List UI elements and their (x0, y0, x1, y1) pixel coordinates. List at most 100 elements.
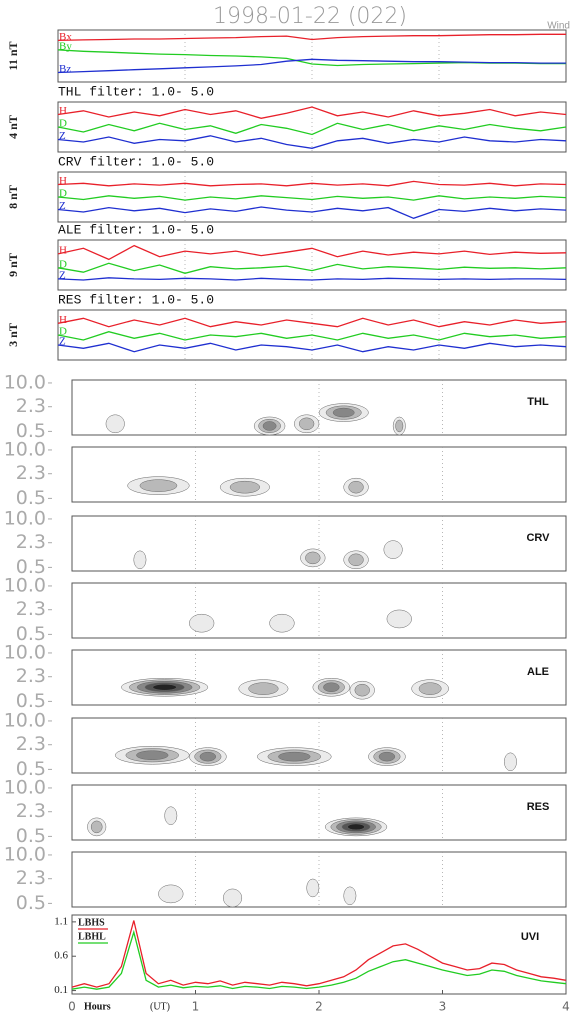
panel: 10.02.30.5 (4, 843, 566, 913)
contour-level (396, 420, 403, 432)
y-tick-label: 2.3 (16, 733, 46, 755)
legend-label: LBHS (78, 917, 105, 928)
y-tick-label: 2.3 (16, 867, 46, 889)
series-label: H (59, 175, 67, 187)
series-line (58, 343, 566, 351)
x-tick-label: 4 (562, 1000, 570, 1014)
series-label: Z (59, 200, 66, 212)
y-tick-label: 2.3 (16, 598, 46, 620)
contour-level (333, 408, 354, 417)
panel: 0 1 2 3 4 Hours (UT) UVI 1.1 0.6 0.1 LBHS LBHL (54, 915, 570, 1014)
contour-level (349, 481, 364, 493)
contour-level (140, 480, 177, 492)
plot-frame (72, 915, 566, 994)
series-line (58, 278, 566, 280)
y-tick-label: 10.0 (4, 574, 46, 596)
contour-level (200, 752, 216, 761)
annotation: Wind (547, 21, 570, 32)
y-tick-label: 0.1 (54, 984, 68, 996)
y-axis-label: 4 nT (6, 115, 20, 139)
contour-level (344, 887, 356, 905)
series-label: Z (59, 269, 66, 281)
contour-level (307, 879, 319, 897)
x-tick-label: 0 (68, 1000, 76, 1014)
contour-level (379, 752, 395, 761)
panel: ALE10.02.30.5 (4, 641, 566, 711)
y-tick-label: 2.3 (16, 462, 46, 484)
legend-label: LBHL (78, 931, 106, 942)
y-tick-label: 2.3 (16, 531, 46, 553)
panel: 10.02.3 0.5 (4, 438, 566, 508)
contour-level (270, 614, 295, 632)
contour-level (299, 418, 314, 430)
contour-level (91, 821, 102, 833)
panel-title: RES filter: 1.0- 5.0 (58, 292, 214, 307)
y-tick-label: 0.6 (54, 950, 68, 962)
contour-level (323, 683, 339, 692)
contour-level (263, 421, 276, 430)
panel-label: UVI (521, 931, 539, 943)
y-tick-label: 10.0 (4, 641, 46, 663)
contour-level (136, 751, 168, 760)
series-line (58, 34, 566, 40)
panel: 10.02.30.5 (4, 574, 566, 644)
y-tick-label: 1.1 (54, 915, 68, 927)
contour-level (153, 684, 177, 690)
series-label: H (59, 244, 67, 256)
contour-level (189, 614, 214, 632)
series-line (58, 181, 566, 185)
y-axis-label: 3 nT (6, 323, 20, 347)
contour-level (278, 752, 310, 761)
y-tick-label: 10.0 (4, 709, 46, 731)
x-tick-label: 1 (192, 1000, 200, 1014)
series-label: Z (59, 336, 66, 348)
y-tick-label: 0.5 (16, 487, 46, 509)
y-tick-label: 10.0 (4, 507, 46, 529)
series-line (58, 107, 566, 118)
series-label: Z (59, 130, 66, 142)
contour-level (419, 683, 441, 695)
y-tick-label: 10.0 (4, 776, 46, 798)
panel-title: CRV filter: 1.0- 5.0 (58, 154, 214, 169)
series-label: H (59, 105, 67, 117)
series-label: Bz (59, 63, 71, 75)
contour-level (355, 684, 370, 696)
y-axis-label: 11 nT (6, 41, 20, 70)
series-line (72, 932, 566, 989)
figure: 1998-01-22 (022)Wind11 nTBxByBzTHL filte… (0, 0, 572, 1015)
x-tick-label: 2 (315, 1000, 323, 1014)
contour-level (387, 610, 412, 628)
y-tick-label: 10.0 (4, 438, 46, 460)
panel-label: ALE (527, 666, 549, 678)
panel-title: ALE filter: 1.0- 5.0 (58, 222, 214, 237)
series-label: By (59, 40, 72, 52)
y-tick-label: 2.3 (16, 800, 46, 822)
y-tick-label: 2.3 (16, 395, 46, 417)
x-tick-label: 3 (439, 1000, 447, 1014)
contour-level (165, 807, 177, 825)
y-tick-label: 0.5 (16, 892, 46, 914)
panel: CRV filter: 1.0- 5.08 nTHDZ (6, 154, 566, 222)
contour-level (249, 683, 279, 695)
chart-title: 1998-01-22 (022) (213, 4, 407, 29)
contour-level (230, 481, 260, 493)
panel-title: THL filter: 1.0- 5.0 (58, 84, 214, 99)
contour-level (348, 824, 365, 830)
series-line (58, 123, 566, 134)
contour-level (384, 541, 403, 559)
panel: ALE filter: 1.0- 5.09 nTHDZ (6, 222, 566, 290)
panel-label: THL (527, 396, 549, 408)
contour-level (349, 554, 364, 566)
y-axis-label: 8 nT (6, 185, 20, 209)
contour-level (158, 885, 183, 903)
x-axis-unit: (UT) (150, 1001, 170, 1012)
x-axis-label: Hours (84, 1001, 111, 1012)
contour-level (305, 552, 320, 564)
contour-level (134, 551, 146, 569)
y-tick-label: 10.0 (4, 371, 46, 393)
